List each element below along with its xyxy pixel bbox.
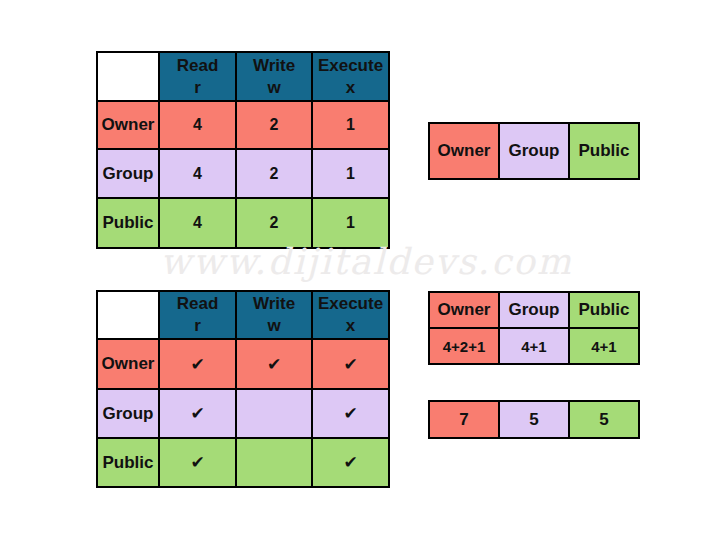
header-title: Read xyxy=(160,55,235,77)
checkmark-cell: ✔ xyxy=(236,339,312,389)
column-header-execute: Execute x xyxy=(312,52,389,101)
sum-value-group: 4+1 xyxy=(499,328,569,364)
column-header-read: Read r xyxy=(159,291,236,339)
header-sub: x xyxy=(313,77,388,99)
row-label-group: Group xyxy=(97,149,159,198)
permissions-diagram: Read r Write w Execute x Owner 4 2 1 Gro… xyxy=(0,0,720,540)
row-label-owner: Owner xyxy=(97,339,159,389)
empty-cell xyxy=(236,438,312,487)
table-row-public: Public ✔ ✔ xyxy=(97,438,389,487)
header-row: Read r Write w Execute x xyxy=(97,291,389,339)
table-row-owner: Owner 4 2 1 xyxy=(97,101,389,149)
sum-header-group: Group xyxy=(499,292,569,328)
column-header-write: Write w xyxy=(236,52,312,101)
sum-header-owner: Owner xyxy=(429,292,499,328)
sum-value-owner: 4+2+1 xyxy=(429,328,499,364)
header-title: Execute xyxy=(313,55,388,77)
row-label-public: Public xyxy=(97,198,159,248)
header-sub: r xyxy=(160,77,235,99)
header-sub: w xyxy=(237,77,311,99)
corner-spacer xyxy=(97,52,159,101)
result-cell-group: 5 xyxy=(499,401,569,438)
value-cell: 1 xyxy=(312,149,389,198)
value-cell: 4 xyxy=(159,101,236,149)
value-cell: 1 xyxy=(312,101,389,149)
header-title: Write xyxy=(237,55,311,77)
sum-value-public: 4+1 xyxy=(569,328,639,364)
entity-cell-group: Group xyxy=(499,123,569,179)
checkmark-cell: ✔ xyxy=(312,339,389,389)
result-cell-owner: 7 xyxy=(429,401,499,438)
entities-strip: Owner Group Public xyxy=(428,122,640,180)
table-row: 4+2+1 4+1 4+1 xyxy=(429,328,639,364)
empty-cell xyxy=(236,389,312,438)
row-label-group: Group xyxy=(97,389,159,438)
result-strip: 7 5 5 xyxy=(428,400,640,439)
header-title: Write xyxy=(237,293,311,315)
header-row: Owner Group Public xyxy=(429,292,639,328)
checkmark-cell: ✔ xyxy=(312,389,389,438)
corner-spacer xyxy=(97,291,159,339)
column-header-execute: Execute x xyxy=(312,291,389,339)
header-row: Read r Write w Execute x xyxy=(97,52,389,101)
value-cell: 4 xyxy=(159,149,236,198)
value-cell: 2 xyxy=(236,101,312,149)
permission-values-table: Read r Write w Execute x Owner 4 2 1 Gro… xyxy=(96,51,390,249)
value-cell: 4 xyxy=(159,198,236,248)
column-header-read: Read r xyxy=(159,52,236,101)
checkmark-cell: ✔ xyxy=(159,389,236,438)
table-row: 7 5 5 xyxy=(429,401,639,438)
value-cell: 2 xyxy=(236,149,312,198)
header-title: Read xyxy=(160,293,235,315)
row-label-owner: Owner xyxy=(97,101,159,149)
checkmark-cell: ✔ xyxy=(312,438,389,487)
table-row-group: Group 4 2 1 xyxy=(97,149,389,198)
table-row-owner: Owner ✔ ✔ ✔ xyxy=(97,339,389,389)
table-row-public: Public 4 2 1 xyxy=(97,198,389,248)
header-title: Execute xyxy=(313,293,388,315)
entity-cell-public: Public xyxy=(569,123,639,179)
header-sub: x xyxy=(313,315,388,337)
permission-checks-table: Read r Write w Execute x Owner ✔ ✔ ✔ Gro… xyxy=(96,290,390,488)
sum-table: Owner Group Public 4+2+1 4+1 4+1 xyxy=(428,291,640,365)
value-cell: 2 xyxy=(236,198,312,248)
row-label-public: Public xyxy=(97,438,159,487)
header-sub: w xyxy=(237,315,311,337)
column-header-write: Write w xyxy=(236,291,312,339)
checkmark-cell: ✔ xyxy=(159,438,236,487)
checkmark-cell: ✔ xyxy=(159,339,236,389)
header-sub: r xyxy=(160,315,235,337)
result-cell-public: 5 xyxy=(569,401,639,438)
value-cell: 1 xyxy=(312,198,389,248)
table-row: Owner Group Public xyxy=(429,123,639,179)
table-row-group: Group ✔ ✔ xyxy=(97,389,389,438)
entity-cell-owner: Owner xyxy=(429,123,499,179)
sum-header-public: Public xyxy=(569,292,639,328)
